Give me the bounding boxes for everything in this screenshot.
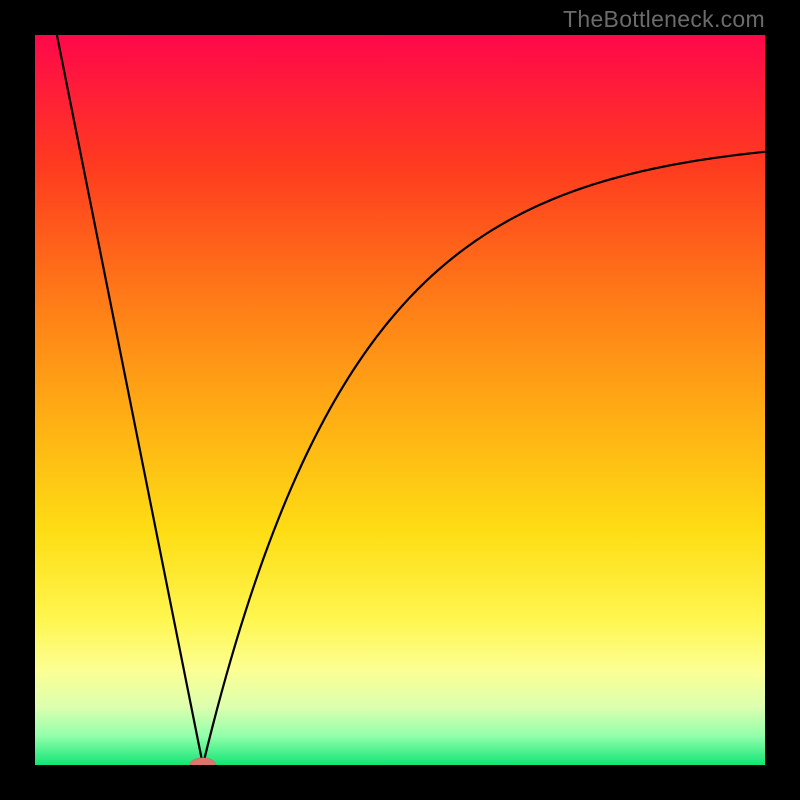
watermark-text: TheBottleneck.com [563,6,765,33]
chart-svg [35,35,765,765]
gradient-background [35,35,765,765]
bottleneck-chart [35,35,765,765]
